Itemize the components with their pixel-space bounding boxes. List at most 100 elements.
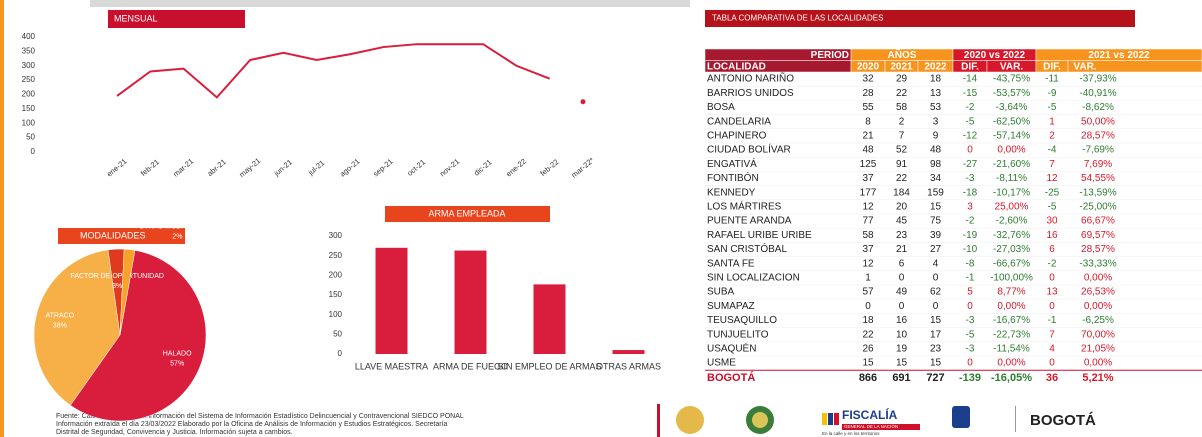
section-title: ARMA EMPLEADA [428,208,505,218]
table-cell: SAN CRISTÓBAL [707,242,787,255]
table-cell: 0 [933,301,939,312]
table-cell: 75 [930,216,942,227]
table-cell: 0 [1049,301,1055,312]
table-cell: 0,00% [997,145,1025,156]
table-cell: BOGOTÁ [707,371,755,384]
section-title: TABLA COMPARATIVA DE LAS LOCALIDADES [712,14,883,23]
section-title: MODALIDADES [80,230,146,240]
table-cell: 7,69% [1084,159,1112,170]
table-cell: 50,00% [1081,116,1115,127]
x-tick-label: oct-21 [405,157,427,177]
y-tick-label: 200 [329,270,343,279]
group-header: AÑOS [888,48,917,61]
table-cell: -1 [1048,315,1057,326]
table-cell: -8 [966,258,975,269]
bar [375,247,408,354]
table-cell: -66,67% [993,258,1030,269]
table-cell: 125 [860,159,877,170]
table-cell: 19 [896,344,908,355]
table-cell: 28,57% [1081,131,1115,142]
table-cell: 54,55% [1081,173,1115,184]
table-cell: PUENTE ARANDA [707,216,792,227]
table-cell: 18 [862,315,874,326]
table-cell: 0,00% [1084,358,1112,369]
table-cell: 0,00% [997,301,1025,312]
pie-value-label: 2% [172,234,182,241]
logo-band [842,424,920,430]
table-cell: 7 [899,131,905,142]
table-cell: 53 [930,102,942,113]
table-cell: 70,00% [1081,329,1115,340]
pie-label: OTRAS MODALIDADES [139,224,216,231]
table-cell: -32,76% [993,230,1030,241]
table-cell: 8 [865,116,871,127]
table-cell: 2 [899,116,905,127]
table-cell: KENNEDY [707,187,756,198]
table-cell: 0 [899,301,905,312]
table-cell: 57 [862,287,874,298]
table-cell: ENGATIVÁ [707,157,757,170]
table-cell: -14 [963,74,978,85]
logo-icon [676,406,704,434]
table-cell: 0 [933,273,939,284]
table-cell: 6 [899,258,905,269]
table-cell: 0 [865,301,871,312]
column-header: VAR. [1073,61,1096,72]
table-cell: 12 [862,258,874,269]
table-cell: 13 [930,88,942,99]
table-cell: -11 [1045,74,1059,85]
table-cell: BARRIOS UNIDOS [707,88,794,99]
table-cell: 16 [1046,230,1058,241]
table-cell: TEUSAQUILLO [707,315,777,326]
x-tick-label: nov-21 [438,157,461,179]
table-cell: 7 [1049,159,1055,170]
bar [612,350,645,354]
divider [1015,406,1016,432]
table-cell: -13,59% [1079,187,1116,198]
table-cell: 48 [862,145,874,156]
pie-value-label: 57% [170,361,184,368]
table-cell: 159 [927,187,944,198]
table-cell: 45 [896,216,908,227]
table-cell: -5 [1048,202,1057,213]
table-cell: -27 [963,159,978,170]
table-cell: -21,60% [993,159,1030,170]
table-cell: RAFAEL URIBE URIBE [707,230,812,241]
table-cell: 0,00% [1084,301,1112,312]
table-cell: 66,67% [1081,216,1115,227]
table-cell: 49 [896,287,908,298]
table-cell: 1 [865,273,871,284]
table-cell: 37 [862,173,874,184]
table-cell: USAQUÉN [707,342,756,355]
table-cell: 9 [933,131,939,142]
y-tick-label: 150 [22,104,36,113]
table-cell: -53,57% [993,88,1030,99]
table-cell: 10 [896,329,908,340]
table-cell: 23 [896,230,908,241]
table-cell: 0 [1049,273,1055,284]
logo-text: En la calle y en los territorios [822,431,880,436]
table-cell: 8,77% [997,287,1025,298]
x-tick-label: feb-21 [139,157,161,178]
section-header [705,10,1135,27]
logo-icon [834,413,839,425]
table-cell: 22 [896,88,908,99]
table-cell: -3 [966,173,975,184]
table-cell: 21 [862,131,874,142]
table-cell: -25 [1045,187,1060,198]
y-tick-label: 200 [22,90,36,99]
table-cell: 21,05% [1081,344,1115,355]
x-tick-label: may-21 [237,156,262,179]
pie-value-label: 3% [112,283,122,290]
table-cell: 0 [967,145,973,156]
table-cell: 177 [860,187,877,198]
table-cell: 0,00% [997,358,1025,369]
table-cell: 36 [1046,372,1058,384]
section-header [385,206,550,222]
table-cell: 12 [862,202,874,213]
table-cell: -40,91% [1079,88,1116,99]
table-cell: 3 [933,116,939,127]
table-cell: -25,00% [1079,202,1116,213]
x-tick-label: dic-21 [472,158,493,178]
table-cell: 2 [1049,131,1055,142]
